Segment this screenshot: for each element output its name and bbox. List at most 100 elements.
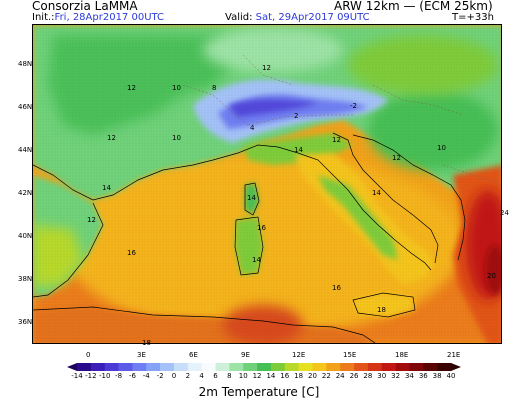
- colorbar-cell: [243, 363, 258, 371]
- temperature-value: 14: [252, 256, 261, 264]
- colorbar-tick-label: 10: [238, 372, 248, 380]
- colorbar-tick-label: 14: [266, 372, 276, 380]
- colorbar-tick-label: -12: [85, 372, 97, 380]
- colorbar-cell: [367, 363, 383, 371]
- colorbar-cell: [104, 363, 119, 371]
- valid-time: Valid: Sat, 29Apr2017 09UTC: [225, 12, 370, 24]
- colorbar-right-arrow: [451, 363, 461, 371]
- colorbar-cell: [270, 363, 286, 371]
- border-alps: [247, 114, 353, 126]
- colorbar-cell: [423, 363, 438, 371]
- lon-label-18e: 18E: [395, 351, 409, 359]
- temperature-value: -2: [350, 102, 357, 110]
- colorbar-tick-label: -8: [115, 372, 123, 380]
- valid-value: Sat, 29Apr2017 09UTC: [255, 12, 370, 23]
- temperature-map: [32, 24, 502, 344]
- coastline-corsica: [244, 182, 260, 216]
- colorbar-cell: [90, 363, 106, 371]
- coastline-iberia: [33, 202, 104, 298]
- lat-label-46n: 46N: [18, 103, 33, 111]
- coastline-italy-east: [332, 132, 439, 264]
- coastline-sicily: [352, 292, 416, 318]
- colorbar-cell: [284, 363, 299, 371]
- colorbar-cell: [395, 363, 410, 371]
- colorbar-tick-label: 2: [185, 372, 191, 380]
- colorbar-tick-label: 36: [418, 372, 428, 380]
- colorbar-tick-label: 0: [171, 372, 177, 380]
- coastline-balkans: [352, 134, 466, 261]
- stipple-overlay: [33, 25, 501, 343]
- colorbar-tick-label: 34: [404, 372, 414, 380]
- colorbar-tick-label: 32: [391, 372, 401, 380]
- lat-label-40n: 40N: [18, 232, 33, 240]
- colorbar-cell: [298, 363, 313, 371]
- colorbar-tick-label: 12: [252, 372, 262, 380]
- colorbar-tick-label: 8: [227, 372, 232, 380]
- colorbar-tick-label: 26: [349, 372, 359, 380]
- colorbar-tick-label: -10: [98, 372, 111, 380]
- temperature-value: 14: [102, 184, 111, 192]
- colorbar-tick-label: 30: [377, 372, 387, 380]
- colorbar-cell: [160, 363, 175, 371]
- temperature-value: 12: [332, 136, 341, 144]
- colorbar-tick-label: 4: [199, 372, 204, 380]
- temperature-value: 10: [437, 144, 446, 152]
- model-title: ARW 12km — (ECM 25km): [334, 0, 493, 13]
- lon-label-3e: 3E: [137, 351, 146, 359]
- temperature-value: 18: [377, 306, 386, 314]
- colorbar-tick-label: -14: [71, 372, 83, 380]
- colorbar-cell: [187, 363, 202, 371]
- colorbar-cell: [409, 363, 424, 371]
- colorbar-cell: [354, 363, 369, 371]
- colorbar-tick-label: 24: [335, 372, 345, 380]
- temperature-value: 4: [250, 124, 255, 132]
- colorbar-cell: [77, 363, 92, 371]
- temperature-value: 10: [172, 134, 181, 142]
- temperature-value: 16: [257, 224, 266, 232]
- init-time: Init.:Fri, 28Apr2017 00UTC: [32, 12, 164, 24]
- lat-label-44n: 44N: [18, 146, 33, 154]
- valid-label: Valid:: [225, 12, 253, 23]
- border-south-balkans: [442, 164, 501, 185]
- colorbar-cell: [132, 363, 147, 371]
- temperature-value: 8: [212, 84, 217, 92]
- colorbar-tick-label: 38: [432, 372, 442, 380]
- temperature-value: 2: [294, 112, 299, 120]
- lat-label-42n: 42N: [18, 189, 33, 197]
- colorbar-cell: [229, 363, 244, 371]
- colorbar-cell: [326, 363, 341, 371]
- colorbar-left-arrow: [67, 363, 77, 371]
- lon-label-6e: 6E: [189, 351, 198, 359]
- colorbar-tick-label: 40: [446, 372, 456, 380]
- temperature-value: 12: [127, 84, 136, 92]
- forecast-step: T=+33h: [452, 12, 494, 23]
- colorbar-tick-label: -6: [128, 372, 136, 380]
- colorbar-tick-label: 16: [280, 372, 290, 380]
- temperature-value: 12: [87, 216, 96, 224]
- colorbar-cell: [381, 363, 396, 371]
- coastlines: [33, 132, 466, 343]
- organization-title: Consorzia LaMMA: [32, 0, 138, 13]
- temperature-value: 16: [127, 249, 136, 257]
- colorbar-cell: [437, 363, 452, 371]
- temperature-value: 24: [500, 209, 509, 217]
- colorbar-tick-label: 6: [213, 372, 218, 380]
- temperature-value: 14: [372, 189, 381, 197]
- lon-label-0: 0: [86, 351, 91, 359]
- coastline-north: [33, 144, 299, 201]
- border-balkans: [372, 84, 464, 116]
- temperature-value: 12: [107, 134, 116, 142]
- temperature-value: 12: [262, 64, 271, 72]
- colorbar-cell: [201, 363, 216, 371]
- border-central-europe: [242, 54, 294, 86]
- temperature-value: 12: [392, 154, 401, 162]
- colorbar-tick-label: 22: [321, 372, 331, 380]
- colorbar: [67, 363, 461, 371]
- colorbar-tick-label: 20: [308, 372, 317, 380]
- temperature-value: 18: [142, 339, 151, 347]
- colorbar-cell: [312, 363, 327, 371]
- temperature-value: 16: [332, 284, 341, 292]
- temperature-value: 20: [487, 272, 496, 280]
- border-france-switzerland: [182, 84, 249, 126]
- map-canvas: [33, 25, 501, 343]
